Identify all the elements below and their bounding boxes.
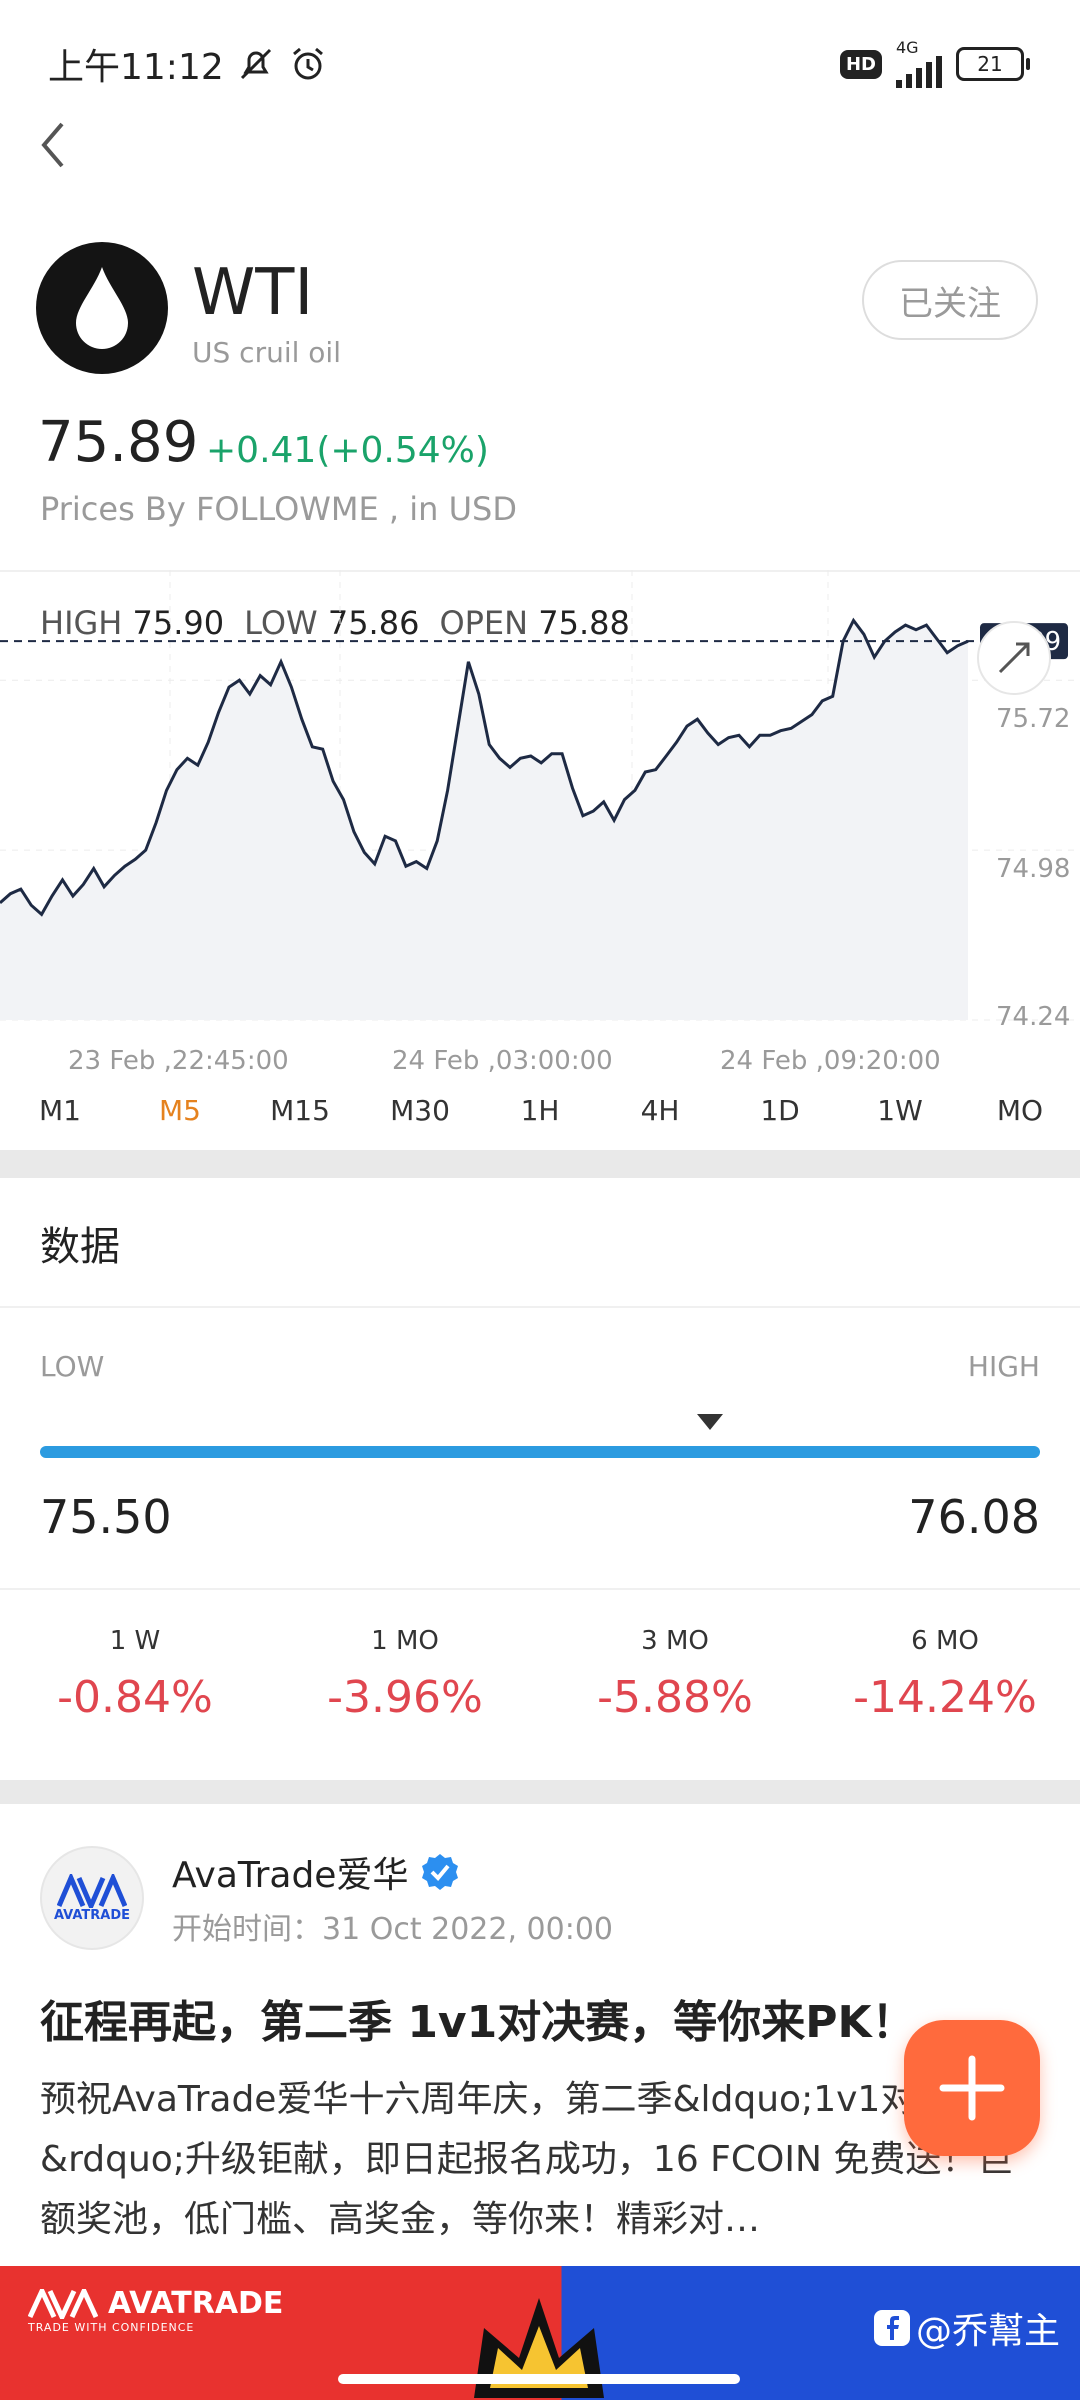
performance-item: 1 W -0.84% xyxy=(0,1626,270,1723)
banner-brand: AVATRADE TRADE WITH CONFIDENCE xyxy=(28,2286,283,2334)
open-stat: OPEN 75.88 xyxy=(439,604,630,642)
status-time: 上午11:12 xyxy=(48,38,328,90)
y-tick-label: 75.72 xyxy=(996,704,1071,734)
hd-badge: HD xyxy=(839,49,882,79)
section-gap xyxy=(0,1780,1080,1804)
alarm-icon xyxy=(292,47,323,80)
price-source: Prices By FOLLOWME , in USD xyxy=(40,490,517,528)
performance-value: -0.84% xyxy=(57,1672,213,1723)
add-button[interactable] xyxy=(904,2020,1040,2156)
current-price: 75.89 xyxy=(38,410,199,475)
watermark: @乔幫主 xyxy=(873,2302,1060,2354)
verified-badge-icon xyxy=(422,1854,459,1890)
post-author[interactable]: AvaTrade爱华 xyxy=(172,1846,460,1898)
plus-icon xyxy=(939,2055,1005,2121)
mute-icon xyxy=(240,48,271,80)
tab-m30[interactable]: M30 xyxy=(390,1094,450,1127)
price-area xyxy=(0,620,968,1020)
network-label: 4G xyxy=(896,38,919,57)
oil-drop-icon xyxy=(76,267,128,349)
performance-label: 1 W xyxy=(109,1626,161,1656)
back-button[interactable] xyxy=(38,120,88,180)
clock-text: 上午11:12 xyxy=(48,47,224,88)
x-tick-label: 23 Feb ,22:45:00 xyxy=(68,1046,289,1076)
x-tick-label: 24 Feb ,09:20:00 xyxy=(720,1046,941,1076)
performance-value: -14.24% xyxy=(853,1672,1037,1723)
post-meta: 开始时间：31 Oct 2022, 00:00 xyxy=(172,1912,613,1947)
crown-icon xyxy=(474,2298,604,2398)
instrument-logo xyxy=(36,242,168,374)
watermark-text: @乔幫主 xyxy=(915,2311,1060,2352)
divider xyxy=(0,1588,1080,1590)
performance-label: 3 MO xyxy=(641,1626,709,1656)
range-bar xyxy=(40,1446,1040,1458)
y-tick-label: 74.98 xyxy=(996,854,1071,884)
range-low-value: 75.50 xyxy=(40,1490,172,1544)
instrument-title: WTI xyxy=(192,256,314,330)
banner-tagline: TRADE WITH CONFIDENCE xyxy=(28,2321,195,2334)
signal-icon xyxy=(896,56,942,88)
range-high-label: HIGH xyxy=(967,1350,1040,1383)
battery-icon: 21 xyxy=(956,47,1030,81)
low-stat: LOW 75.86 xyxy=(244,604,420,642)
price-change: +0.41(+0.54%) xyxy=(206,430,489,471)
tab-m15[interactable]: M15 xyxy=(270,1094,330,1127)
home-indicator[interactable] xyxy=(338,2374,740,2384)
tab-1w[interactable]: 1W xyxy=(877,1094,923,1127)
chevron-left-icon xyxy=(41,122,64,168)
tab-1h[interactable]: 1H xyxy=(520,1094,560,1127)
timeframe-tabs: M1 M5 M15 M30 1H 4H 1D 1W MO xyxy=(0,1094,1080,1127)
performance-value: -5.88% xyxy=(597,1672,753,1723)
status-right: HD 4G 21 xyxy=(839,38,1030,88)
avatrade-logo-icon xyxy=(28,2288,98,2319)
chart-ohlc: HIGH 75.90 LOW 75.86 OPEN 75.88 xyxy=(40,604,630,642)
tab-m1[interactable]: M1 xyxy=(39,1094,81,1127)
performance-label: 1 MO xyxy=(371,1626,439,1656)
range-high-value: 76.08 xyxy=(908,1490,1040,1544)
range-marker-icon xyxy=(697,1414,723,1430)
avatrade-logo-icon xyxy=(57,1873,127,1908)
post-body[interactable]: 预祝AvaTrade爱华十六周年庆，第二季&ldquo;1v1对决赛 &rdqu… xyxy=(40,2079,1014,2240)
y-tick-label: 74.24 xyxy=(996,1002,1071,1032)
price-line xyxy=(0,617,969,917)
divider xyxy=(0,570,1080,572)
range-low-label: LOW xyxy=(40,1350,105,1383)
instrument-subtitle: US cruil oil xyxy=(192,336,341,369)
performance-item: 6 MO -14.24% xyxy=(810,1626,1080,1723)
performance-item: 1 MO -3.96% xyxy=(270,1626,540,1723)
banner-brand-name: AVATRADE xyxy=(108,2286,284,2321)
divider xyxy=(0,1306,1080,1308)
price-chart[interactable]: 75.89 xyxy=(0,570,1080,1040)
tab-mo[interactable]: MO xyxy=(996,1094,1044,1127)
expand-icon xyxy=(998,642,1030,674)
performance-row: 1 W -0.84% 1 MO -3.96% 3 MO -5.88% 6 MO -14.… xyxy=(0,1626,1080,1723)
tab-4h[interactable]: 4H xyxy=(640,1094,680,1127)
battery-level: 21 xyxy=(977,52,1003,76)
post-title[interactable]: 征程再起，第二季 1v1对决赛，等你来PK！ xyxy=(40,1997,916,2048)
author-avatar[interactable]: AVATRADE xyxy=(40,1846,144,1950)
performance-item: 3 MO -5.88% xyxy=(540,1626,810,1723)
section-gap xyxy=(0,1150,1080,1178)
author-name: AvaTrade爱华 xyxy=(172,1855,409,1896)
fullscreen-button[interactable] xyxy=(977,621,1051,695)
performance-label: 6 MO xyxy=(911,1626,979,1656)
status-bar: 上午11:12 HD 4G 21 xyxy=(0,0,1080,120)
facebook-icon xyxy=(873,2310,910,2346)
x-tick-label: 24 Feb ,03:00:00 xyxy=(392,1046,613,1076)
performance-value: -3.96% xyxy=(327,1672,483,1723)
avatar-text: AVATRADE xyxy=(53,1907,131,1923)
high-stat: HIGH 75.90 xyxy=(40,604,225,642)
follow-button[interactable]: 已关注 xyxy=(862,260,1038,340)
tab-1d[interactable]: 1D xyxy=(760,1094,800,1127)
tab-m5[interactable]: M5 xyxy=(159,1094,201,1127)
data-section-title: 数据 xyxy=(40,1224,120,1270)
